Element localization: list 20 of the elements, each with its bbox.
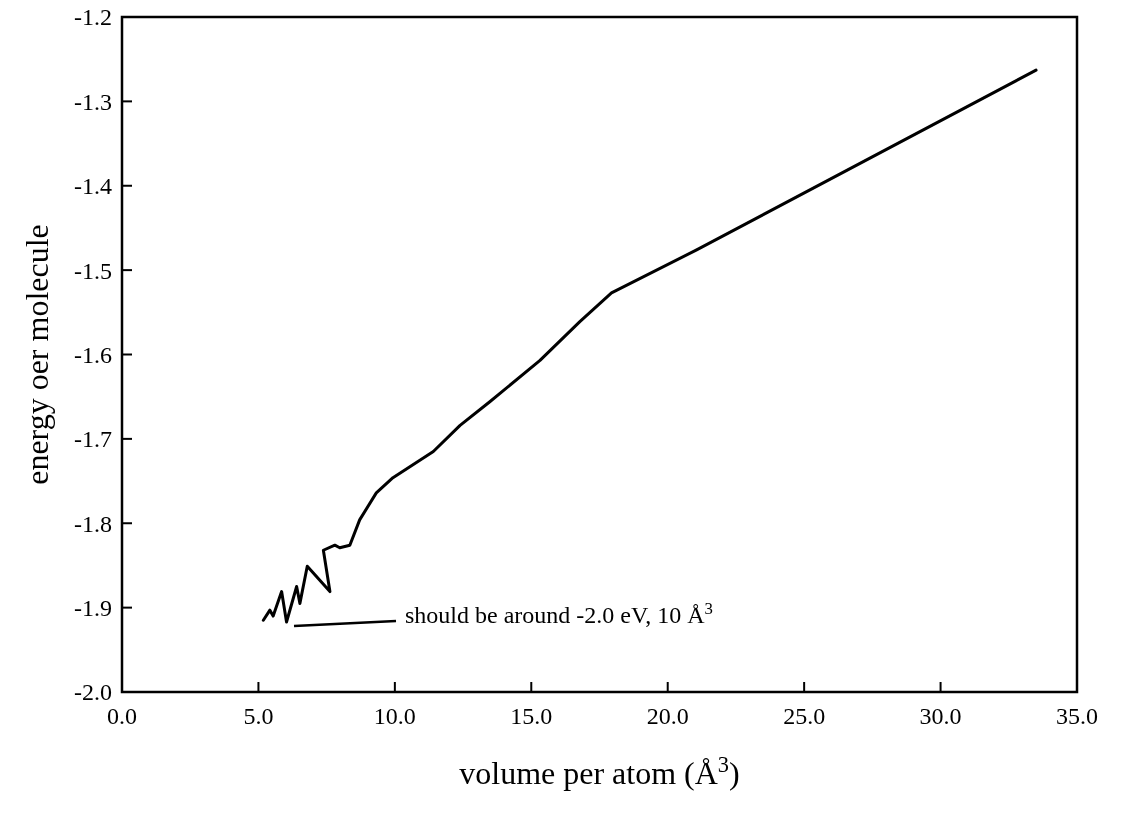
x-tick-label: 25.0 bbox=[783, 703, 826, 729]
x-tick-label: 30.0 bbox=[919, 703, 962, 729]
y-tick-label: -1.9 bbox=[74, 595, 112, 622]
y-tick-label: -2.0 bbox=[74, 679, 112, 706]
y-tick-label: -1.5 bbox=[74, 257, 112, 284]
y-tick-label: -1.8 bbox=[74, 510, 112, 537]
y-tick-label: -1.7 bbox=[74, 426, 112, 453]
annotation: should be around -2.0 eV, 10 Å$^{3}$ bbox=[405, 598, 713, 629]
y-tick-label: -1.6 bbox=[74, 341, 112, 368]
y-tick-label: -1.3 bbox=[74, 88, 112, 115]
x-tick-label: 20.0 bbox=[646, 703, 689, 729]
x-tick-label: 5.0 bbox=[243, 703, 274, 729]
y-tick-label: -1.2 bbox=[74, 4, 112, 31]
x-tick-label: 15.0 bbox=[510, 703, 553, 729]
y-axis-title: energy oer molecule bbox=[19, 224, 55, 485]
x-axis-title: volume per atom (Å$^{3}$) bbox=[459, 751, 740, 791]
x-tick-label: 35.0 bbox=[1056, 703, 1098, 729]
x-tick-label: 10.0 bbox=[373, 703, 416, 729]
x-tick-label: 0.0 bbox=[107, 703, 137, 729]
y-tick-label: -1.4 bbox=[74, 173, 112, 200]
